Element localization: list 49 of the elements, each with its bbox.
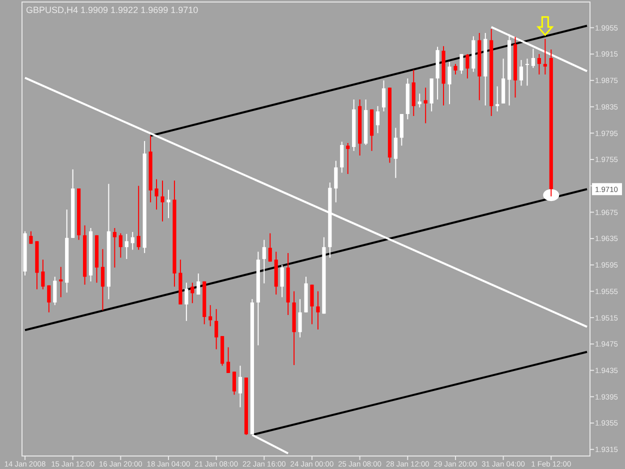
candlestick bbox=[124, 233, 128, 260]
candlestick bbox=[238, 365, 242, 408]
candlestick bbox=[280, 264, 284, 298]
candlestick bbox=[160, 180, 164, 222]
candlestick bbox=[41, 259, 45, 290]
candlestick bbox=[310, 284, 314, 325]
candlestick bbox=[166, 189, 170, 219]
candlestick bbox=[346, 142, 350, 174]
candlestick bbox=[53, 276, 57, 306]
candlestick bbox=[382, 80, 386, 112]
candlestick bbox=[460, 54, 464, 74]
candlestick bbox=[47, 284, 51, 313]
candlestick bbox=[196, 272, 200, 296]
candlestick bbox=[412, 69, 416, 116]
candlestick bbox=[376, 106, 380, 134]
chart-title: GBPUSD,H4 1.9909 1.9922 1.9699 1.9710 bbox=[26, 5, 198, 15]
candlestick bbox=[214, 308, 218, 350]
candlestick bbox=[268, 232, 272, 262]
candlestick bbox=[226, 346, 230, 374]
candlestick bbox=[112, 228, 116, 268]
candlestick bbox=[316, 290, 320, 330]
candlestick bbox=[232, 371, 236, 396]
candlestick bbox=[424, 87, 428, 124]
candlestick bbox=[118, 232, 122, 258]
candlestick bbox=[190, 282, 194, 304]
candlestick bbox=[531, 48, 535, 68]
candlestick bbox=[136, 185, 140, 250]
candlestick bbox=[394, 127, 398, 178]
candlestick bbox=[418, 93, 422, 108]
candlestick bbox=[448, 61, 452, 105]
candlestick bbox=[298, 298, 302, 338]
candlestick bbox=[496, 86, 500, 112]
candlestick bbox=[130, 231, 134, 250]
candlestick bbox=[340, 141, 344, 174]
candlestick bbox=[543, 38, 547, 75]
candlestick bbox=[519, 59, 524, 86]
candlestick bbox=[454, 63, 458, 75]
candlestick bbox=[466, 54, 470, 79]
candlestick bbox=[184, 282, 188, 322]
candlestick bbox=[59, 266, 63, 298]
candlestick bbox=[537, 54, 541, 75]
candlestick bbox=[154, 178, 158, 210]
candlestick bbox=[334, 160, 338, 203]
candlestick bbox=[262, 239, 266, 284]
candlestick bbox=[400, 114, 404, 146]
candlestick bbox=[29, 230, 33, 244]
candlestick bbox=[100, 248, 105, 311]
candlestick bbox=[525, 58, 530, 86]
candlestick bbox=[208, 304, 212, 327]
